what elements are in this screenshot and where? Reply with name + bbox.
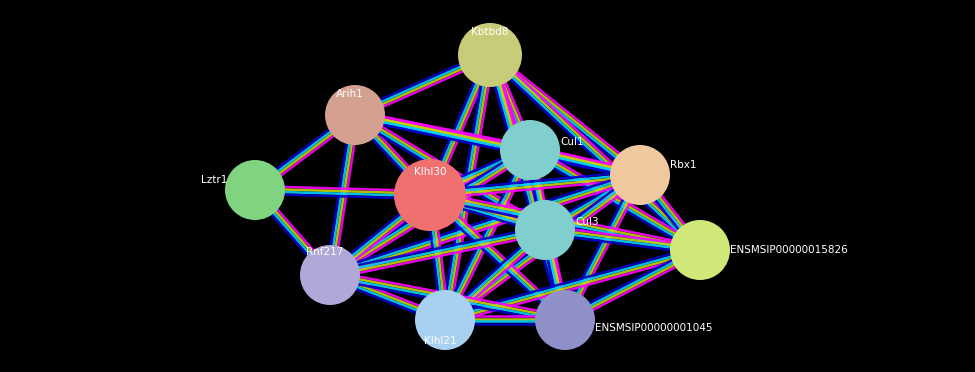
Text: Klhl30: Klhl30 [413,167,447,177]
Circle shape [225,160,285,220]
Circle shape [515,200,575,260]
Circle shape [415,290,475,350]
Text: Rnf217: Rnf217 [306,247,343,257]
Circle shape [325,85,385,145]
Circle shape [670,220,730,280]
Text: Arih1: Arih1 [336,89,364,99]
Text: Kbtbd8: Kbtbd8 [471,27,509,37]
Text: Klhl21: Klhl21 [424,336,456,346]
Circle shape [458,23,522,87]
Circle shape [500,120,560,180]
Circle shape [300,245,360,305]
Circle shape [535,290,595,350]
Text: Rbx1: Rbx1 [670,160,696,170]
Text: ENSMSIP00000015826: ENSMSIP00000015826 [730,245,847,255]
Text: Lztr1: Lztr1 [201,175,227,185]
Text: Cul3: Cul3 [575,217,599,227]
Circle shape [394,159,466,231]
Text: Cul1: Cul1 [560,137,584,147]
Text: ENSMSIP00000001045: ENSMSIP00000001045 [595,323,713,333]
Circle shape [610,145,670,205]
